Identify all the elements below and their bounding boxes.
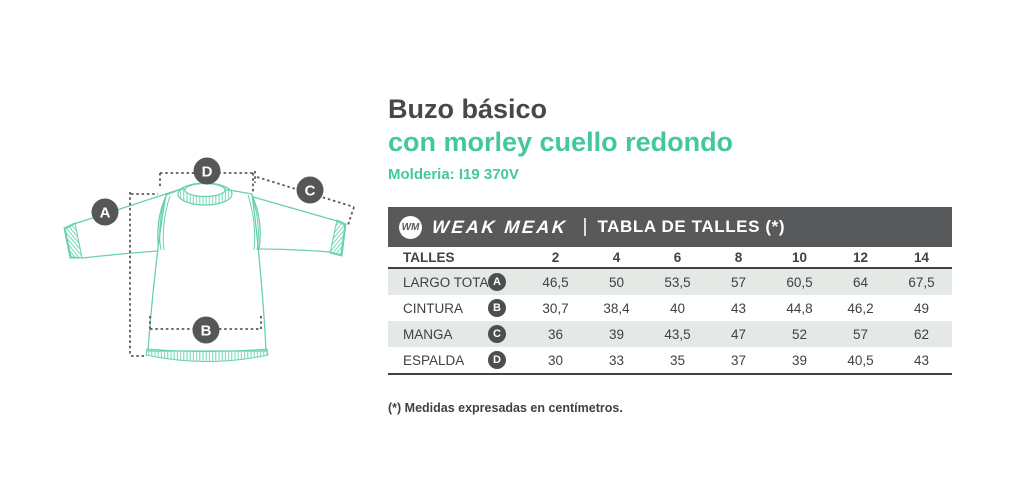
- left-cuff-ribbing: [63, 222, 83, 259]
- svg-text:B: B: [201, 323, 212, 340]
- measure-value: 44,8: [786, 300, 813, 316]
- measure-value: 50: [608, 274, 625, 290]
- page-subtitle: con morley cuello redondo: [388, 127, 734, 157]
- measure-value: 57: [852, 326, 869, 342]
- right-cuff-ribbing: [329, 219, 347, 257]
- content-column: Buzo básico con morley cuello redondo Mo…: [388, 0, 952, 415]
- measure-value: 53,5: [664, 274, 691, 290]
- page-title: Buzo básico: [388, 94, 548, 124]
- collar-ribbing: [177, 182, 233, 206]
- brand-name: WEAK MEAK: [431, 216, 569, 237]
- measure-badge-b: B: [192, 316, 220, 344]
- measure-line-c: [256, 176, 355, 208]
- units-footnote: (*) Medidas expresadas en centímetros.: [388, 401, 623, 415]
- separator-bar: |: [582, 216, 588, 237]
- size-col-header: 14: [913, 249, 930, 265]
- row-badge-b: B: [488, 299, 506, 317]
- row-badge-a: A: [488, 273, 506, 291]
- measure-value: 35: [669, 352, 686, 368]
- measure-value: 57: [730, 274, 747, 290]
- svg-text:D: D: [202, 164, 213, 181]
- table-row-cintura: CINTURA B 30,7 38,4 40 43 44,8 46,2 49: [388, 295, 952, 321]
- sweater-outline: [64, 188, 346, 352]
- measure-value: 43: [730, 300, 747, 316]
- table-header-bar: WM WEAK MEAK | TABLA DE TALLES (*): [388, 207, 952, 247]
- measure-value: 64: [852, 274, 869, 290]
- measure-value: 47: [730, 326, 747, 342]
- measure-badge-d: D: [193, 157, 221, 185]
- measure-value: 40,5: [847, 352, 874, 368]
- size-col-header: 10: [791, 249, 808, 265]
- measure-value: 39: [791, 352, 808, 368]
- measure-value: 67,5: [908, 274, 935, 290]
- pattern-code: Molderia: I19 370V: [388, 166, 519, 183]
- table-row-manga: MANGA C 36 39 43,5 47 52 57 62: [388, 321, 952, 347]
- sweater-diagram: A D C B: [63, 157, 355, 362]
- row-label: CINTURA: [403, 300, 463, 316]
- size-table: TALLES 2 4 6 8 10 12 14 LARGO TOTAL A 46…: [388, 247, 952, 375]
- table-row-largo-total: LARGO TOTAL A 46,5 50 53,5 57 60,5 64 67…: [388, 269, 952, 295]
- measurement-badges: A D C B: [91, 157, 324, 344]
- sizes-header-label: TALLES: [403, 249, 455, 265]
- measure-value: 33: [608, 352, 625, 368]
- measure-value: 43,5: [664, 326, 691, 342]
- measure-value: 40: [669, 300, 686, 316]
- row-label: LARGO TOTAL: [403, 274, 497, 290]
- measure-value: 30: [547, 352, 564, 368]
- measure-value: 36: [547, 326, 564, 342]
- row-label: ESPALDA: [403, 352, 465, 368]
- brand-logo-icon: WM: [399, 215, 422, 239]
- measure-value: 60,5: [786, 274, 813, 290]
- measure-value: 37: [730, 352, 747, 368]
- size-col-header: 2: [551, 249, 560, 265]
- measure-value: 46,2: [847, 300, 874, 316]
- svg-text:A: A: [100, 205, 111, 222]
- size-col-header: 4: [612, 249, 621, 265]
- measure-value: 43: [913, 352, 930, 368]
- measure-value: 38,4: [603, 300, 630, 316]
- armhole-seams: [159, 194, 259, 251]
- row-label: MANGA: [403, 326, 453, 342]
- svg-text:C: C: [305, 183, 316, 200]
- measure-value: 30,7: [542, 300, 569, 316]
- measure-value: 46,5: [542, 274, 569, 290]
- size-col-header: 8: [734, 249, 743, 265]
- row-badge-c: C: [488, 325, 506, 343]
- measure-value: 62: [913, 326, 930, 342]
- measure-value: 52: [791, 326, 808, 342]
- measure-value: 39: [608, 326, 625, 342]
- size-col-header: 12: [852, 249, 869, 265]
- row-badge-d: D: [488, 351, 506, 369]
- measure-badge-c: C: [296, 176, 324, 204]
- size-col-header: 6: [673, 249, 682, 265]
- table-row-espalda: ESPALDA D 30 33 35 37 39 40,5 43: [388, 347, 952, 373]
- measure-value: 49: [913, 300, 930, 316]
- measure-badge-a: A: [91, 198, 119, 226]
- table-title: TABLA DE TALLES (*): [597, 217, 786, 236]
- size-table-header-row: TALLES 2 4 6 8 10 12 14: [388, 247, 952, 269]
- hem-ribbing: [145, 348, 269, 362]
